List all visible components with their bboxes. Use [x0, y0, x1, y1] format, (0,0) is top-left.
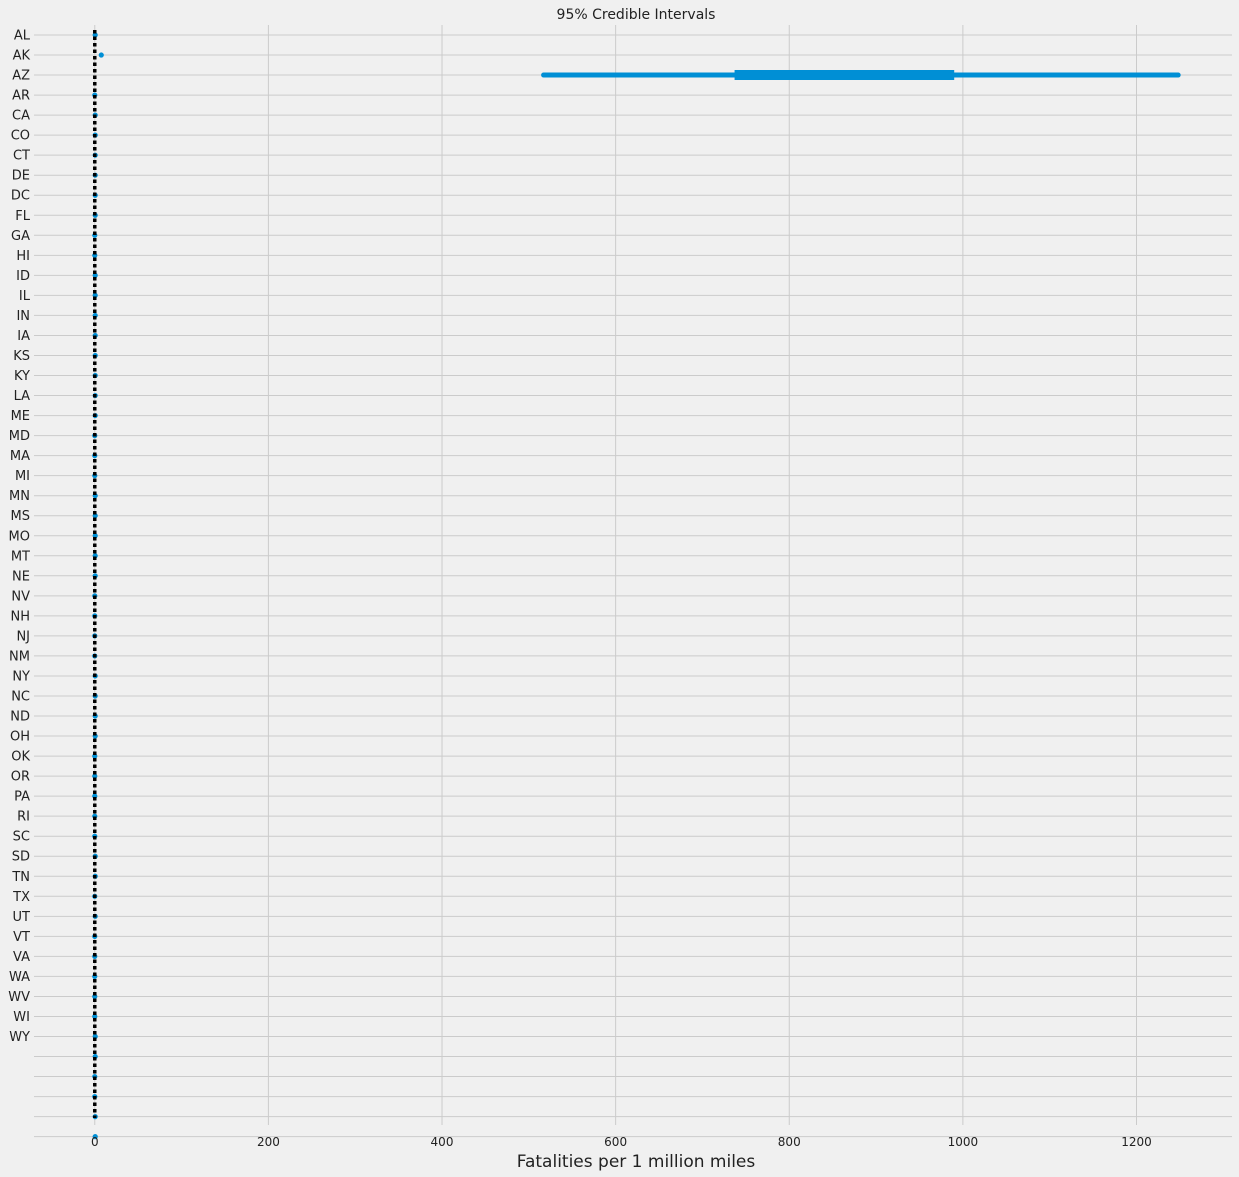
y-tick-label: OH — [10, 730, 30, 745]
y-tick-label: UT — [13, 910, 31, 925]
chart-title: 95% Credible Intervals — [557, 7, 716, 23]
horizontal-gridlines — [34, 34, 1232, 1138]
y-tick-label: CA — [12, 109, 30, 124]
y-tick-label: IA — [17, 329, 30, 344]
y-tick-label: ID — [16, 269, 30, 284]
y-tick-label: ME — [11, 409, 30, 424]
y-tick-label: MS — [11, 509, 30, 524]
median-point — [92, 1013, 98, 1020]
y-tick-label: TX — [12, 890, 30, 905]
y-tick-label: MN — [9, 489, 30, 504]
median-point — [92, 1134, 98, 1140]
y-tick-label: OR — [11, 770, 30, 785]
y-tick-labels: AL AK AZ AR CA CO CT DE DC FL GA HI ID IL IN IA KS KY LA ME… — [8, 29, 31, 1046]
y-tick-label: CT — [13, 149, 30, 164]
y-tick-label: FL — [15, 209, 30, 224]
median-point — [98, 52, 104, 58]
x-tick-labels: 0 200 400 600 800 1000 1200 — [91, 1135, 1152, 1149]
y-tick-label: GA — [11, 229, 30, 244]
y-tick-label: MO — [9, 529, 30, 544]
y-tick-label: NY — [12, 669, 30, 684]
median-point — [92, 32, 98, 38]
y-tick-label: NJ — [16, 629, 30, 644]
y-tick-label: MT — [11, 549, 30, 564]
y-tick-label: TN — [11, 870, 30, 885]
y-tick-label: KS — [13, 349, 30, 364]
y-tick-label: PA — [14, 790, 30, 805]
y-tick-label: NC — [11, 689, 30, 704]
y-tick-label: VT — [13, 930, 30, 945]
x-tick-label: 800 — [778, 1135, 801, 1149]
x-tick-label: 400 — [431, 1135, 454, 1149]
y-tick-label: SC — [13, 830, 30, 845]
y-tick-label: IL — [19, 289, 31, 304]
y-tick-label: HI — [16, 249, 30, 264]
y-tick-label: RI — [17, 810, 30, 825]
y-tick-label: CO — [11, 129, 30, 144]
y-tick-label: DE — [12, 169, 30, 184]
y-tick-label: DC — [11, 189, 30, 204]
y-tick-label: NE — [12, 569, 30, 584]
x-axis-label: Fatalities per 1 million miles — [517, 1152, 756, 1172]
y-tick-label: VA — [13, 950, 30, 965]
y-tick-label: AK — [13, 49, 31, 64]
y-tick-label: OK — [11, 750, 30, 765]
y-tick-label: WY — [9, 1030, 30, 1045]
y-tick-label: KY — [14, 369, 30, 384]
median-point — [92, 773, 98, 779]
y-tick-label: NM — [9, 649, 30, 664]
y-tick-label: MD — [9, 429, 30, 444]
vertical-gridlines — [94, 25, 1138, 1125]
y-tick-label: WV — [8, 990, 30, 1005]
x-tick-label: 1200 — [1121, 1135, 1152, 1149]
x-tick-label: 200 — [257, 1135, 280, 1149]
y-tick-label: MI — [15, 469, 30, 484]
x-tick-label: 600 — [604, 1135, 627, 1149]
y-tick-label: WA — [9, 970, 30, 985]
y-tick-label: WI — [13, 1010, 30, 1025]
median-point — [92, 272, 98, 278]
x-tick-label: 1000 — [948, 1135, 979, 1149]
y-tick-label: AR — [12, 89, 30, 104]
y-tick-label: SD — [12, 850, 30, 865]
y-tick-label: NH — [11, 609, 31, 624]
x-tick-label: 0 — [91, 1135, 99, 1149]
y-tick-label: ND — [10, 710, 30, 725]
y-tick-label: IN — [16, 309, 30, 324]
y-tick-label: LA — [14, 389, 31, 404]
y-tick-label: MA — [10, 449, 30, 464]
y-tick-label: AL — [14, 29, 31, 44]
y-tick-label: NV — [11, 589, 30, 604]
y-tick-label: AZ — [12, 69, 30, 84]
